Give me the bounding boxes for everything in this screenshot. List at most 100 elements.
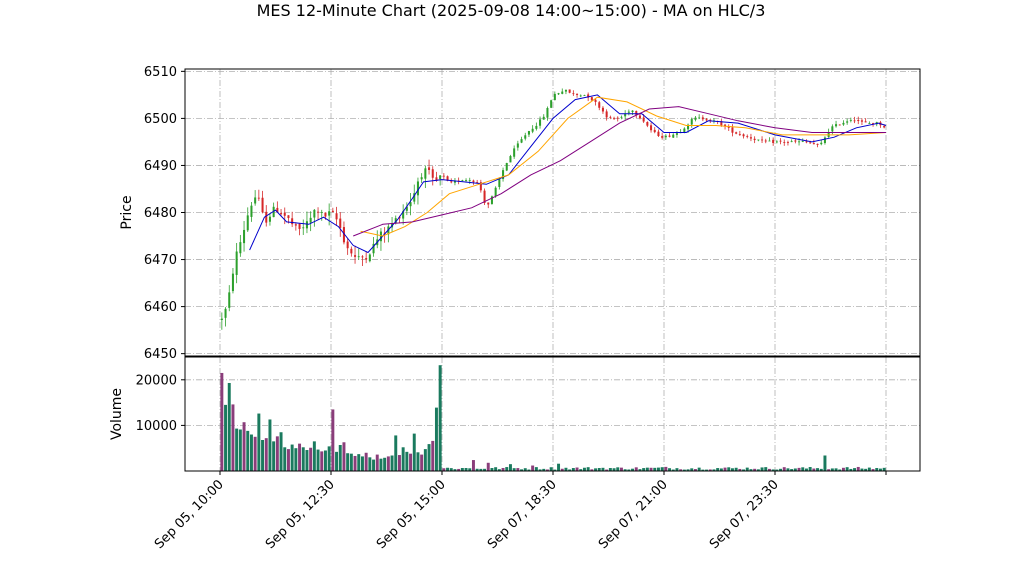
candle-body <box>727 126 730 128</box>
volume-bar <box>790 469 794 471</box>
volume-bar <box>686 469 690 471</box>
candle-body <box>561 91 564 94</box>
candle-body <box>453 180 456 183</box>
candle-body <box>250 205 253 217</box>
volume-bar <box>564 467 568 471</box>
volume-bar <box>501 467 505 471</box>
volume-bar <box>390 455 394 471</box>
candle-body <box>783 142 786 143</box>
volume-bar <box>383 457 387 471</box>
candle-body <box>653 129 656 133</box>
volume-bar <box>767 468 771 471</box>
volume-bar <box>353 455 357 471</box>
volume-bar <box>335 451 339 471</box>
volume-bar <box>793 468 797 471</box>
volume-bar <box>486 462 490 471</box>
volume-bar <box>730 468 734 471</box>
volume-bar <box>401 447 405 471</box>
volume-bar <box>723 467 727 471</box>
candle-body <box>435 177 438 181</box>
candle-body <box>446 176 449 181</box>
volume-bar <box>838 469 842 471</box>
candle-body <box>550 100 553 108</box>
candle-body <box>428 167 431 170</box>
volume-bar <box>756 469 760 471</box>
candle-body <box>627 111 630 113</box>
candle-body <box>313 209 316 218</box>
volume-bar <box>878 468 882 471</box>
candle-body <box>609 116 612 118</box>
candle-body <box>320 212 323 213</box>
volume-bar <box>612 468 616 471</box>
volume-bar <box>323 450 327 471</box>
price-tick-label: 6450 <box>144 347 177 362</box>
candle-body <box>642 117 645 122</box>
volume-bar <box>557 463 561 471</box>
candle-body <box>516 143 519 148</box>
volume-bar <box>619 467 623 471</box>
candle-body <box>535 125 538 129</box>
candle-body <box>590 97 593 101</box>
volume-bar <box>471 460 475 471</box>
price-tick-label: 6470 <box>144 253 177 268</box>
volume-bar <box>779 468 783 471</box>
volume-bar <box>298 443 302 471</box>
candle-body <box>687 124 690 130</box>
volume-bar <box>349 453 353 471</box>
candle-body <box>342 227 345 243</box>
candle-body <box>409 202 412 207</box>
volume-bar <box>505 467 509 471</box>
volume-bar <box>360 456 364 471</box>
candle-body <box>731 127 734 133</box>
volume-bar <box>357 454 361 471</box>
volume-bar <box>645 467 649 471</box>
volume-bar <box>494 467 498 471</box>
volume-bar <box>719 468 723 471</box>
candle-body <box>468 180 471 181</box>
candle-body <box>661 136 664 138</box>
volume-bar <box>575 467 579 471</box>
volume-bar <box>394 435 398 471</box>
volume-bar <box>771 469 775 471</box>
candle-body <box>490 196 493 204</box>
volume-bar <box>460 468 464 471</box>
candle-body <box>439 175 442 180</box>
candle-body <box>261 197 264 213</box>
candle-body <box>413 193 416 202</box>
volume-bar <box>409 453 413 471</box>
moving-average-line-3 <box>353 106 886 237</box>
volume-bar <box>479 468 483 471</box>
candle-body <box>860 120 863 122</box>
volume-bar <box>534 467 538 471</box>
volume-bar <box>249 434 253 471</box>
volume-bar <box>331 409 335 471</box>
candle-body <box>420 177 423 180</box>
volume-bar <box>416 452 420 471</box>
volume-bar <box>379 458 383 471</box>
volume-bar <box>679 469 683 471</box>
volume-bar <box>753 468 757 471</box>
candle-body <box>583 95 586 96</box>
volume-bar <box>516 468 520 471</box>
candle-body <box>657 131 660 136</box>
candle-body <box>394 218 397 224</box>
candle-body <box>757 139 760 141</box>
candle-body <box>361 256 364 258</box>
volume-bar <box>423 449 427 471</box>
candle-body <box>579 95 582 97</box>
candle-body <box>372 243 375 254</box>
volume-bar <box>775 469 779 471</box>
volume-bar <box>864 468 868 471</box>
volume-bar <box>542 468 546 471</box>
volume-bar <box>586 467 590 471</box>
price-tick-label: 6500 <box>144 112 177 127</box>
candle-body <box>835 124 838 127</box>
volume-bar <box>845 467 849 471</box>
volume-bar <box>235 428 239 471</box>
volume-bar <box>405 451 409 471</box>
candle-body <box>738 134 741 135</box>
candle-body <box>520 139 523 143</box>
volume-bar <box>520 469 524 471</box>
candle-body <box>309 217 312 223</box>
volume-bar <box>442 468 446 471</box>
